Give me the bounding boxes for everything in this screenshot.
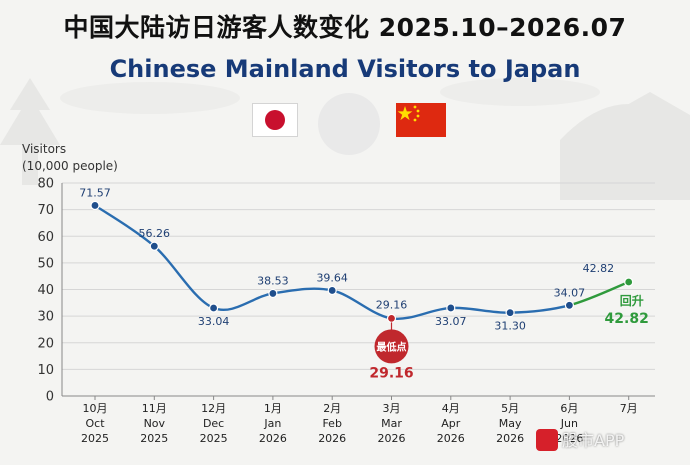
data-point — [386, 313, 397, 323]
china-flag-icon — [396, 103, 446, 137]
x-tick-label-cn: 4月 — [442, 402, 460, 415]
low-value-label: 29.16 — [369, 365, 413, 381]
data-point — [327, 285, 337, 296]
watermark-text: 股市APP — [562, 431, 625, 450]
x-tick-label-en: Mar — [381, 417, 402, 430]
x-tick-label-cn: 6月 — [560, 402, 578, 415]
x-tick-label-en: Feb — [322, 417, 341, 430]
page-title-en: Chinese Mainland Visitors to Japan — [109, 55, 581, 83]
page-title-cn: 中国大陆访日游客人数变化 2025.10–2026.07 — [63, 13, 627, 42]
data-point — [505, 308, 515, 318]
x-tick-label-en: Nov — [144, 417, 166, 430]
rebound-label: 回升 — [620, 293, 644, 308]
series-line — [94, 204, 570, 320]
japan-flag-sun — [265, 110, 285, 130]
data-label: 33.07 — [435, 315, 467, 328]
x-tick-label-year: 2026 — [437, 432, 465, 445]
x-tick-label-cn: 3月 — [383, 402, 401, 415]
x-tick-label-en: Jun — [560, 417, 578, 430]
y-tick-label: 10 — [37, 363, 54, 378]
data-label: 34.07 — [554, 286, 586, 299]
low-badge-text: 最低点 — [377, 340, 407, 353]
x-tick-label-cn: 5月 — [501, 402, 519, 415]
y-tick-label: 0 — [46, 390, 54, 405]
y-axis-title: Visitors (10,000 people) — [22, 141, 118, 175]
app-logo-icon — [536, 429, 558, 451]
x-tick-label-year: 2026 — [496, 432, 524, 445]
data-label: 42.82 — [583, 262, 615, 275]
data-label: 39.64 — [316, 271, 348, 284]
x-tick-label-cn: 10月 — [83, 402, 108, 415]
x-tick-label-year: 2026 — [555, 432, 583, 445]
data-point — [149, 241, 159, 251]
x-tick-label-year: 2026 — [259, 432, 287, 445]
data-label: 56.26 — [139, 227, 171, 240]
x-tick-label-en: Dec — [203, 417, 224, 430]
data-point — [446, 303, 456, 313]
x-tick-label-cn: 7月 — [620, 402, 638, 415]
low-badge — [374, 329, 409, 364]
y-tick-label: 60 — [37, 230, 54, 245]
y-tick-label: 80 — [37, 177, 54, 192]
rebound-value-label: 42.82 — [605, 311, 649, 327]
x-tick-label-year: 2025 — [200, 432, 228, 445]
x-tick-label-cn: 1月 — [264, 402, 282, 415]
x-tick-label-en: May — [499, 417, 522, 430]
y-tick-label: 20 — [37, 336, 54, 351]
data-label: 71.57 — [79, 186, 111, 199]
y-tick-label: 70 — [37, 203, 54, 218]
data-point — [209, 303, 219, 313]
x-tick-label-cn: 2月 — [323, 402, 341, 415]
data-point — [268, 288, 278, 299]
watermark: 股市APP — [536, 425, 690, 465]
x-tick-label-cn: 11月 — [142, 402, 167, 415]
y-tick-label: 40 — [37, 283, 54, 298]
x-tick-label-en: Apr — [441, 417, 461, 430]
data-point — [564, 300, 575, 310]
x-tick-label-year: 2026 — [378, 432, 406, 445]
y-tick-label: 50 — [37, 256, 54, 271]
x-tick-label-year: 2025 — [81, 432, 109, 445]
data-label: 33.04 — [198, 315, 230, 328]
data-label: 31.30 — [494, 320, 526, 333]
data-point — [90, 200, 100, 211]
x-tick-label-en: Oct — [85, 417, 105, 430]
x-tick-label-en: Jan — [263, 417, 281, 430]
y-axis-title-line1: Visitors — [22, 142, 67, 156]
decorative-circle — [318, 93, 380, 155]
x-tick-label-year: 2026 — [318, 432, 346, 445]
y-tick-label: 30 — [37, 310, 54, 325]
japan-flag-icon — [252, 103, 298, 137]
x-tick-label-year: 2025 — [140, 432, 168, 445]
data-label: 38.53 — [257, 274, 289, 287]
y-axis-title-line2: (10,000 people) — [22, 159, 118, 173]
data-point — [624, 277, 634, 287]
data-label: 29.16 — [376, 298, 408, 311]
x-tick-label-cn: 12月 — [201, 402, 226, 415]
